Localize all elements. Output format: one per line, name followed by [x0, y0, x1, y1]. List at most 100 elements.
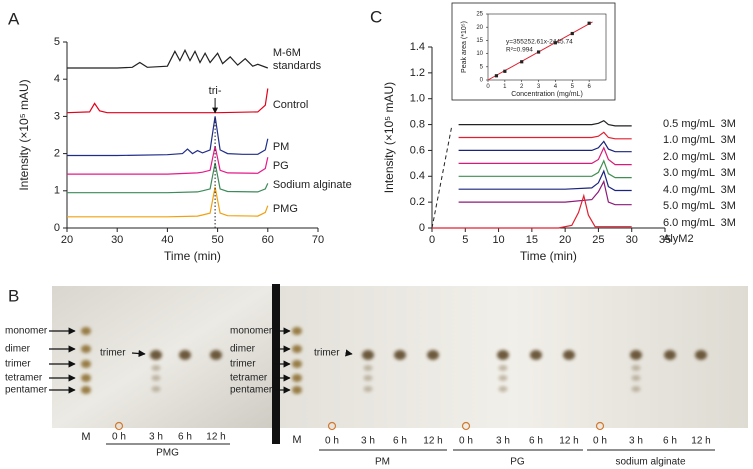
y-tick-label: 5	[480, 64, 484, 70]
y-tick-label: 1	[54, 185, 60, 197]
y-tick-label: 5	[54, 36, 60, 48]
series-line	[67, 116, 269, 157]
tlc-spot	[394, 350, 406, 360]
series-line	[458, 146, 632, 166]
lane-label: 3 h	[629, 436, 643, 447]
series-line	[67, 162, 269, 194]
ladder-label: trimer	[5, 359, 31, 370]
series-label-box: 4.0 mg/mL 3M	[663, 184, 736, 196]
point	[494, 74, 499, 78]
series-label-box: 5.0 mg/mL 3M	[663, 200, 736, 213]
x-tick-label: 4	[554, 84, 558, 90]
ladder-label: tetramer	[230, 373, 268, 384]
y-tick-label: 1.2	[410, 67, 425, 79]
group-label: PMG	[156, 448, 179, 459]
lane-label: 0 h	[593, 436, 607, 447]
series-label-box: 1.0 mg/mL 3M	[663, 134, 736, 147]
x-tick-label: 1	[503, 84, 507, 90]
x-tick-label: 0	[486, 84, 490, 90]
tlc-plate	[280, 286, 748, 428]
x-tick-label: 6	[587, 84, 591, 90]
series-label-box: 3.0 mg/mL 3M	[663, 167, 736, 180]
tlc-spot	[81, 327, 91, 335]
lane-label: M	[292, 434, 301, 446]
series-label: PG	[272, 160, 289, 173]
ladder-label: tetramer	[5, 373, 43, 384]
x-tick-label: 40	[161, 234, 173, 246]
x-tick-label: 30	[626, 234, 638, 246]
group-label: PM	[375, 457, 390, 468]
y-axis-label: Peak area (*10⁵)	[461, 21, 468, 73]
tlc-spot	[292, 386, 302, 394]
series-label: 3.0 mg/mL 3M	[663, 167, 736, 180]
series-line	[458, 119, 632, 127]
x-tick-label: 60	[262, 234, 274, 246]
point	[503, 69, 507, 73]
series-label-box: 6.0 mg/mL 3M	[663, 217, 736, 229]
series-label-box: M-6M standards	[273, 47, 321, 72]
x-tick-label: 50	[211, 234, 223, 246]
tlc-spot	[151, 365, 161, 371]
y-tick-label: 20	[476, 25, 483, 31]
tlc-spot	[498, 375, 508, 381]
series-line	[432, 193, 632, 229]
y-tick-label: 10	[476, 51, 483, 57]
marker-label: trimer	[100, 348, 126, 359]
series-label: 1.0 mg/mL 3M	[663, 134, 736, 147]
series-label-box: AlyM2	[663, 233, 694, 245]
tlc-spot	[292, 327, 302, 335]
x-tick-label: 30	[111, 234, 123, 246]
tlc-spot	[362, 350, 374, 360]
point	[536, 50, 541, 54]
lane-label: 6 h	[663, 436, 677, 447]
tlc-spot	[497, 350, 509, 360]
axis-break	[431, 124, 453, 229]
series-label: 2.0 mg/mL 3M	[663, 150, 736, 163]
lane-label: 12 h	[691, 436, 710, 447]
series-label: 5.0 mg/mL 3M	[663, 200, 736, 213]
series-label-box: Control	[273, 99, 308, 111]
y-tick-label: 0	[480, 78, 484, 84]
x-tick-label: 20	[559, 234, 571, 246]
annotation: R²=0.994	[506, 47, 533, 54]
series-line	[458, 169, 632, 192]
series-label-box: 2.0 mg/mL 3M	[663, 150, 736, 163]
ladder-label: pentamer	[5, 385, 48, 396]
x-tick-label: 2	[520, 84, 524, 90]
group-label: sodium alginate	[615, 457, 685, 468]
series-label: 0.5 mg/mL 3M	[663, 117, 736, 130]
y-tick-label: 0	[54, 222, 60, 234]
tlc-spot	[695, 350, 707, 360]
lane-label: 6 h	[529, 436, 543, 447]
y-tick-label: 4	[54, 73, 60, 85]
series-label-box: 0.5 mg/mL 3M	[663, 117, 736, 130]
marker-arrow	[131, 349, 146, 358]
y-tick-label: 3	[54, 110, 60, 122]
tlc-spot	[179, 350, 191, 360]
y-tick-label: 0.8	[410, 118, 425, 130]
x-tick-label: 15	[526, 234, 538, 246]
tlc-spot	[363, 375, 373, 381]
tlc-spot	[81, 374, 91, 382]
panel-letter: B	[8, 286, 19, 305]
series-line	[66, 88, 269, 114]
tlc-spot	[151, 386, 161, 392]
origin-mark	[595, 421, 605, 431]
series-line	[67, 146, 269, 175]
lane-label: 3 h	[496, 436, 510, 447]
origin-mark	[461, 421, 471, 431]
x-tick-label: 3	[537, 84, 541, 90]
marker-label: trimer	[314, 348, 340, 359]
tlc-spot	[81, 360, 91, 368]
series-line	[458, 140, 632, 153]
series-label: PMG	[272, 202, 298, 215]
tlc-spot	[81, 386, 91, 394]
tlc-spot	[498, 386, 508, 392]
y-axis-label: Intensity (×10⁵ mAU)	[382, 82, 396, 193]
tlc-spot	[292, 360, 302, 368]
tlc-spot	[363, 386, 373, 392]
lane-label: 3 h	[361, 436, 375, 447]
lane-label: 3 h	[149, 432, 163, 443]
x-tick-label: 0	[429, 234, 435, 246]
